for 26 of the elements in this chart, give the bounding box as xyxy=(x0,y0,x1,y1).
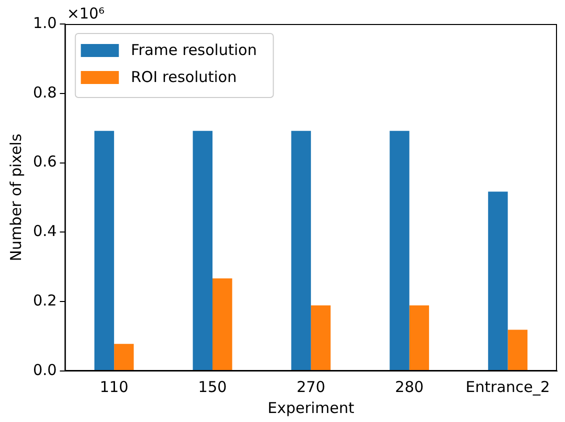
legend-label: Frame resolution xyxy=(130,40,257,59)
y-tick-label: 1.0 xyxy=(32,14,57,32)
x-tick-label: Entrance_2 xyxy=(466,378,550,396)
y-tick-label: 0.8 xyxy=(32,83,57,102)
y-tick-label: 0.6 xyxy=(32,152,57,171)
y-tick-label: 0.4 xyxy=(32,222,57,240)
bar xyxy=(409,305,430,370)
bar xyxy=(114,344,134,370)
bar xyxy=(508,330,528,370)
x-tick-label: 280 xyxy=(395,378,424,396)
bar xyxy=(291,130,311,370)
y-tick-label: 0.2 xyxy=(32,291,57,310)
legend-label: ROI resolution xyxy=(130,68,237,86)
x-tick-label: 270 xyxy=(296,378,326,396)
bar xyxy=(310,305,331,370)
bar xyxy=(488,192,508,370)
x-tick-label: 110 xyxy=(100,378,128,396)
y-axis-title: Number of pixels xyxy=(6,134,25,262)
y-tick-label: 0.0 xyxy=(32,360,57,379)
bar xyxy=(94,130,114,370)
bar xyxy=(212,278,232,370)
text: ×10⁶ xyxy=(66,4,105,22)
x-axis-title: Experiment xyxy=(268,398,354,417)
bar xyxy=(390,130,410,370)
x-tick-label: 150 xyxy=(198,378,227,396)
bar xyxy=(192,130,212,370)
